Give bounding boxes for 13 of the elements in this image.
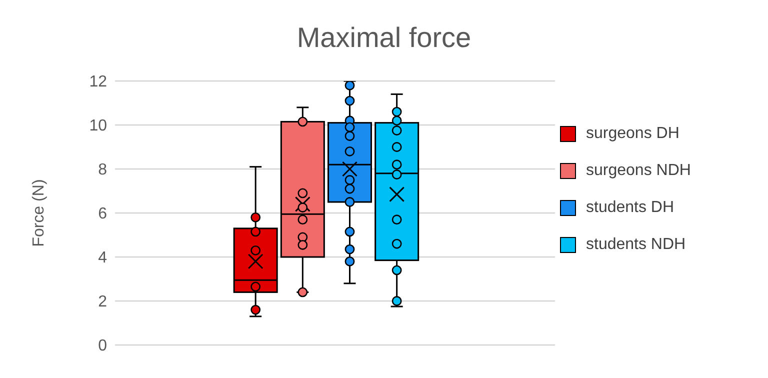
legend-label: surgeons NDH xyxy=(585,162,692,180)
y-axis-title: Force (N) xyxy=(30,179,48,247)
y-tick-label: 10 xyxy=(89,118,108,135)
legend-label: surgeons DH xyxy=(585,124,680,142)
y-tick-label: 8 xyxy=(98,162,108,179)
y-tick-label: 12 xyxy=(89,74,108,91)
y-tick-label: 6 xyxy=(98,206,108,223)
chart-title: Maximal force xyxy=(296,22,472,54)
legend-label: students DH xyxy=(585,198,676,216)
y-tick-label: 4 xyxy=(98,250,108,267)
y-tick-label: 2 xyxy=(98,294,108,311)
y-tick-label: 0 xyxy=(98,338,108,355)
legend-label: students NDH xyxy=(585,236,687,254)
